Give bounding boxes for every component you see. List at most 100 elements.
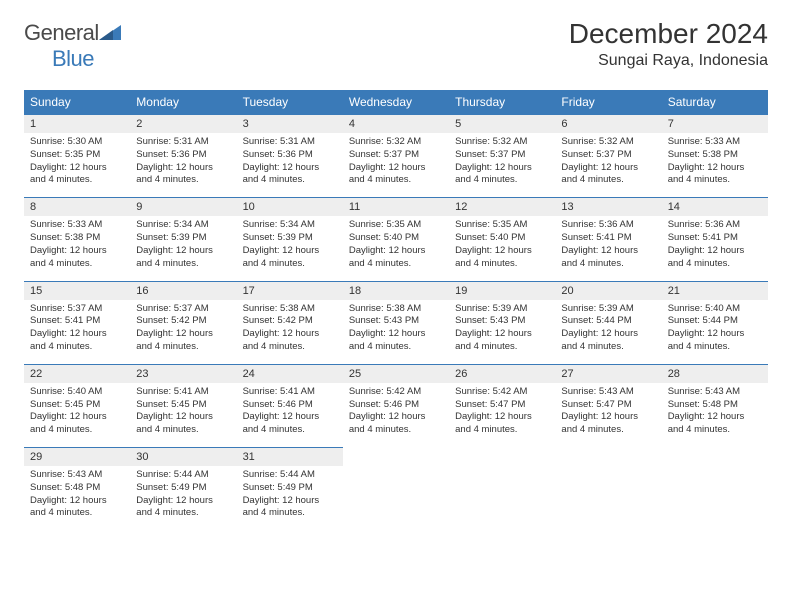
day-num-cell <box>449 448 555 467</box>
day-sunrise: Sunrise: 5:38 AM <box>349 303 443 316</box>
day-day2: and 4 minutes. <box>668 341 762 354</box>
logo-text-general: General <box>24 20 99 46</box>
day-body-cell: Sunrise: 5:31 AMSunset: 5:36 PMDaylight:… <box>130 133 236 198</box>
day-sunrise: Sunrise: 5:43 AM <box>30 469 124 482</box>
day-day1: Daylight: 12 hours <box>30 495 124 508</box>
day-sunset: Sunset: 5:44 PM <box>561 315 655 328</box>
day-body-cell: Sunrise: 5:32 AMSunset: 5:37 PMDaylight:… <box>343 133 449 198</box>
day-sunrise: Sunrise: 5:39 AM <box>561 303 655 316</box>
day-day1: Daylight: 12 hours <box>668 162 762 175</box>
day-num-cell: 17 <box>237 281 343 300</box>
day-day2: and 4 minutes. <box>668 424 762 437</box>
day-num-row: 15161718192021 <box>24 281 768 300</box>
day-sunrise: Sunrise: 5:38 AM <box>243 303 337 316</box>
day-num-cell: 26 <box>449 364 555 383</box>
day-body-cell: Sunrise: 5:43 AMSunset: 5:48 PMDaylight:… <box>662 383 768 448</box>
day-sunrise: Sunrise: 5:33 AM <box>30 219 124 232</box>
day-num-cell: 11 <box>343 198 449 217</box>
day-num-cell: 5 <box>449 115 555 134</box>
day-num-cell: 25 <box>343 364 449 383</box>
day-sunset: Sunset: 5:42 PM <box>243 315 337 328</box>
day-sunset: Sunset: 5:39 PM <box>136 232 230 245</box>
day-sunset: Sunset: 5:37 PM <box>561 149 655 162</box>
day-day1: Daylight: 12 hours <box>136 495 230 508</box>
day-sunrise: Sunrise: 5:34 AM <box>243 219 337 232</box>
day-num-cell: 6 <box>555 115 661 134</box>
day-sunrise: Sunrise: 5:44 AM <box>243 469 337 482</box>
day-sunrise: Sunrise: 5:41 AM <box>136 386 230 399</box>
day-sunset: Sunset: 5:41 PM <box>561 232 655 245</box>
day-num-cell: 9 <box>130 198 236 217</box>
day-header-row: Sunday Monday Tuesday Wednesday Thursday… <box>24 90 768 115</box>
day-header-mon: Monday <box>130 90 236 115</box>
day-day2: and 4 minutes. <box>243 507 337 520</box>
day-body-cell: Sunrise: 5:38 AMSunset: 5:42 PMDaylight:… <box>237 300 343 365</box>
day-sunrise: Sunrise: 5:37 AM <box>30 303 124 316</box>
day-header-thu: Thursday <box>449 90 555 115</box>
day-day2: and 4 minutes. <box>561 341 655 354</box>
day-day2: and 4 minutes. <box>349 424 443 437</box>
day-day1: Daylight: 12 hours <box>561 245 655 258</box>
day-body-cell: Sunrise: 5:42 AMSunset: 5:47 PMDaylight:… <box>449 383 555 448</box>
day-body-row: Sunrise: 5:33 AMSunset: 5:38 PMDaylight:… <box>24 216 768 281</box>
day-body-cell: Sunrise: 5:44 AMSunset: 5:49 PMDaylight:… <box>130 466 236 530</box>
day-sunrise: Sunrise: 5:40 AM <box>30 386 124 399</box>
day-body-cell: Sunrise: 5:37 AMSunset: 5:42 PMDaylight:… <box>130 300 236 365</box>
day-body-row: Sunrise: 5:43 AMSunset: 5:48 PMDaylight:… <box>24 466 768 530</box>
logo-text-blue: Blue <box>52 46 94 72</box>
day-body-cell <box>662 466 768 530</box>
day-body-cell: Sunrise: 5:34 AMSunset: 5:39 PMDaylight:… <box>237 216 343 281</box>
day-sunrise: Sunrise: 5:31 AM <box>243 136 337 149</box>
day-sunrise: Sunrise: 5:32 AM <box>349 136 443 149</box>
day-day1: Daylight: 12 hours <box>243 328 337 341</box>
day-sunset: Sunset: 5:43 PM <box>349 315 443 328</box>
day-day2: and 4 minutes. <box>243 258 337 271</box>
day-body-cell: Sunrise: 5:32 AMSunset: 5:37 PMDaylight:… <box>555 133 661 198</box>
day-sunrise: Sunrise: 5:36 AM <box>668 219 762 232</box>
day-day2: and 4 minutes. <box>668 174 762 187</box>
day-num-cell: 16 <box>130 281 236 300</box>
day-day2: and 4 minutes. <box>30 174 124 187</box>
day-sunrise: Sunrise: 5:30 AM <box>30 136 124 149</box>
day-day1: Daylight: 12 hours <box>561 162 655 175</box>
day-body-row: Sunrise: 5:40 AMSunset: 5:45 PMDaylight:… <box>24 383 768 448</box>
day-num-cell: 3 <box>237 115 343 134</box>
day-day1: Daylight: 12 hours <box>136 328 230 341</box>
day-sunrise: Sunrise: 5:42 AM <box>455 386 549 399</box>
day-day1: Daylight: 12 hours <box>243 495 337 508</box>
day-num-row: 293031 <box>24 448 768 467</box>
day-day2: and 4 minutes. <box>455 341 549 354</box>
day-day1: Daylight: 12 hours <box>243 162 337 175</box>
day-num-cell: 12 <box>449 198 555 217</box>
day-body-cell: Sunrise: 5:33 AMSunset: 5:38 PMDaylight:… <box>662 133 768 198</box>
day-sunset: Sunset: 5:48 PM <box>30 482 124 495</box>
day-day2: and 4 minutes. <box>561 424 655 437</box>
day-sunrise: Sunrise: 5:39 AM <box>455 303 549 316</box>
day-body-cell: Sunrise: 5:44 AMSunset: 5:49 PMDaylight:… <box>237 466 343 530</box>
title-block: December 2024 Sungai Raya, Indonesia <box>569 18 768 70</box>
day-day2: and 4 minutes. <box>136 258 230 271</box>
day-num-cell: 8 <box>24 198 130 217</box>
day-sunset: Sunset: 5:46 PM <box>243 399 337 412</box>
day-body-cell: Sunrise: 5:40 AMSunset: 5:45 PMDaylight:… <box>24 383 130 448</box>
day-body-cell: Sunrise: 5:31 AMSunset: 5:36 PMDaylight:… <box>237 133 343 198</box>
day-sunset: Sunset: 5:41 PM <box>668 232 762 245</box>
day-sunrise: Sunrise: 5:34 AM <box>136 219 230 232</box>
day-num-cell: 24 <box>237 364 343 383</box>
day-sunset: Sunset: 5:36 PM <box>136 149 230 162</box>
day-day2: and 4 minutes. <box>30 507 124 520</box>
day-day1: Daylight: 12 hours <box>561 411 655 424</box>
day-num-cell: 21 <box>662 281 768 300</box>
day-num-cell: 15 <box>24 281 130 300</box>
day-day2: and 4 minutes. <box>455 258 549 271</box>
day-num-cell: 28 <box>662 364 768 383</box>
day-body-cell: Sunrise: 5:37 AMSunset: 5:41 PMDaylight:… <box>24 300 130 365</box>
day-day1: Daylight: 12 hours <box>136 245 230 258</box>
day-body-row: Sunrise: 5:30 AMSunset: 5:35 PMDaylight:… <box>24 133 768 198</box>
day-sunrise: Sunrise: 5:32 AM <box>455 136 549 149</box>
day-body-row: Sunrise: 5:37 AMSunset: 5:41 PMDaylight:… <box>24 300 768 365</box>
day-sunrise: Sunrise: 5:42 AM <box>349 386 443 399</box>
day-sunrise: Sunrise: 5:35 AM <box>349 219 443 232</box>
day-day2: and 4 minutes. <box>30 258 124 271</box>
day-num-row: 1234567 <box>24 115 768 134</box>
